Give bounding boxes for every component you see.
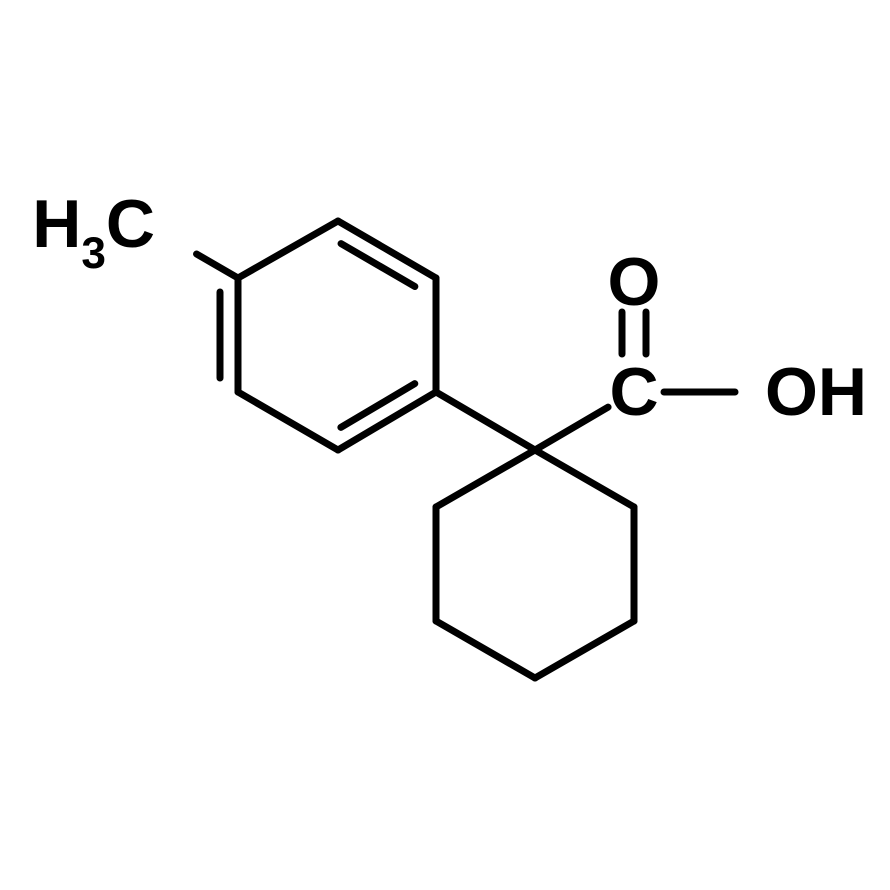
atom-label-oh: OH [765, 358, 867, 426]
bond-svg [0, 0, 890, 890]
atom-label-cacid: C [609, 358, 658, 426]
molecule-canvas: H3C CO OH [0, 0, 890, 890]
atom-label-o_dbl: O [608, 248, 661, 316]
atom-label-ch3: H3C [32, 190, 155, 270]
